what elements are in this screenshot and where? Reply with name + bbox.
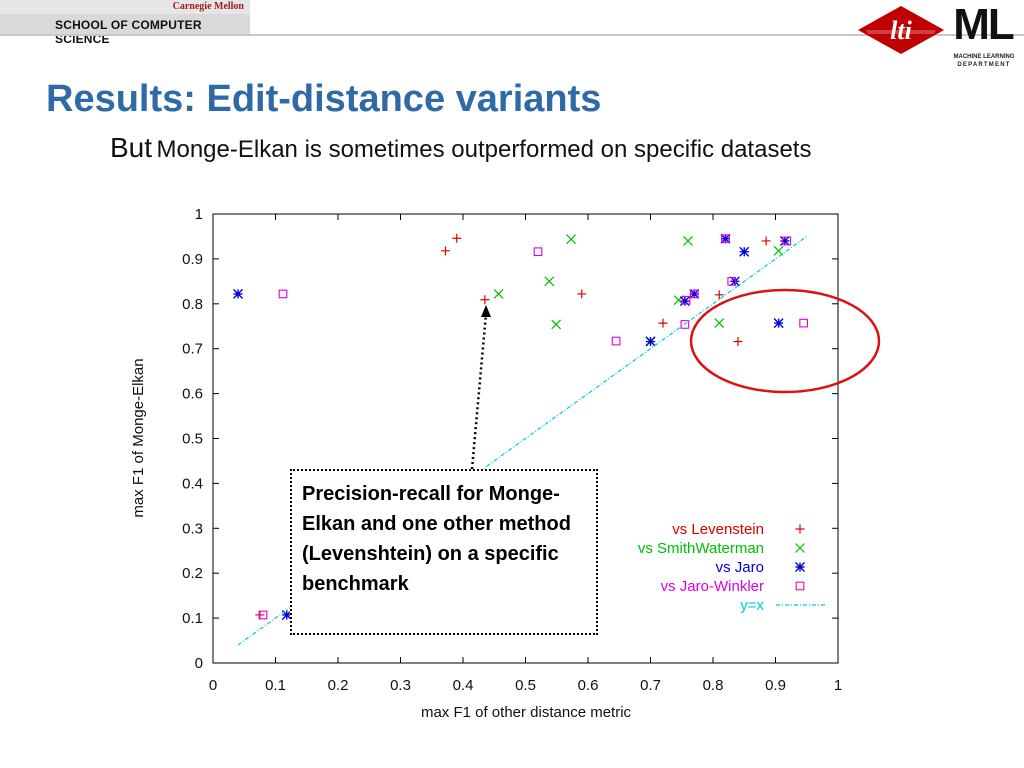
legend-swatch: [795, 562, 805, 572]
data-point-levenstein: [658, 318, 668, 328]
data-point-jarowinkler: [533, 247, 543, 257]
legend-label: vs Jaro: [716, 559, 764, 576]
subtitle-lead: But: [110, 132, 153, 163]
ml-logo-line1: MACHINE LEARNING: [953, 54, 1015, 60]
data-point-levenstein: [577, 289, 587, 299]
data-point-jarowinkler: [278, 289, 288, 299]
data-point-jaro: [729, 276, 740, 287]
data-point-smithwaterman: [493, 288, 504, 299]
data-point-smithwaterman: [714, 318, 725, 329]
callout-box: Precision-recall for Monge-Elkan and one…: [290, 469, 598, 635]
university-name: Carnegie Mellon: [172, 1, 244, 12]
y-axis-label: max F1 of Monge-Elkan: [130, 358, 147, 517]
legend-label: vs Levenstein: [672, 521, 764, 538]
series-jaro: [233, 233, 790, 620]
data-point-jarowinkler: [727, 276, 737, 286]
series-levenstein: [255, 233, 771, 620]
x-tick-label: 0.3: [390, 677, 411, 694]
data-point-jaro: [773, 318, 784, 329]
data-point-jaro: [779, 235, 790, 246]
y-tick-label: 0.1: [182, 610, 203, 627]
data-point-jarowinkler: [689, 289, 699, 299]
data-point-jaro: [739, 246, 750, 257]
legend-label: vs SmithWaterman: [638, 540, 764, 557]
y-tick-label: 0.8: [182, 296, 203, 313]
x-tick-label: 0.4: [453, 677, 474, 694]
data-point-jaro: [679, 296, 690, 307]
y-tick-label: 0: [195, 655, 203, 672]
cmu-header: Carnegie Mellon SCHOOL OF COMPUTER SCIEN…: [0, 0, 250, 46]
y-tick-label: 0.3: [182, 520, 203, 537]
data-point-smithwaterman: [566, 234, 577, 245]
data-point-smithwaterman: [551, 319, 562, 330]
legend-label: vs Jaro-Winkler: [661, 578, 764, 595]
x-tick-label: 0.7: [640, 677, 661, 694]
data-point-jaro: [645, 336, 656, 347]
data-point-smithwaterman: [683, 236, 693, 246]
x-axis-label: max F1 of other distance metric: [421, 704, 632, 721]
lti-logo: lti: [858, 6, 944, 54]
header-rule: [0, 34, 1024, 36]
y-tick-label: 0.6: [182, 386, 203, 403]
data-point-levenstein: [480, 295, 490, 305]
highlight-ellipse: [689, 288, 881, 394]
header-band-bottom: [0, 14, 250, 36]
data-point-jaro: [281, 609, 292, 620]
ml-logo: ML MACHINE LEARNING DEPARTMENT: [946, 0, 1020, 72]
chart-legend: vs Levenstein vs SmithWaterman vs Jaro vs J…: [638, 521, 826, 614]
lti-logo-text: lti: [890, 16, 912, 45]
chart-series: [233, 233, 808, 646]
callout-text: Precision-recall for Monge-Elkan and one…: [302, 483, 571, 595]
data-point-jarowinkler: [782, 236, 792, 246]
data-point-levenstein: [441, 246, 450, 256]
x-tick-label: 0.2: [328, 677, 349, 694]
data-point-smithwaterman: [544, 276, 555, 287]
y-tick-label: 0.5: [182, 431, 203, 448]
x-tick-label: 0.1: [265, 677, 286, 694]
y-tick-label: 0.9: [182, 251, 203, 268]
data-point-jaro: [689, 288, 700, 299]
legend-label: y=x: [740, 597, 764, 614]
slide-subtitle: But Monge-Elkan is sometimes outperforme…: [110, 132, 811, 164]
lti-logo-stripe: [866, 30, 936, 34]
data-point-jaro: [233, 288, 243, 299]
y-tick-label: 1: [195, 206, 203, 223]
header-band-top: [0, 0, 250, 14]
data-point-jarowinkler: [799, 318, 808, 328]
x-tick-label: 0: [209, 677, 217, 694]
x-tick-label: 0.9: [765, 677, 786, 694]
slide-title: Results: Edit-distance variants: [46, 78, 602, 120]
chart-axes: 0 0.1 0.2 0.3 0.4 0.5 0.6 0.7 0.8 0.9 1 0 0.1 0.2 0.3 0…: [182, 206, 842, 694]
series-jarowinkler: [258, 234, 808, 620]
legend-swatch: [795, 524, 805, 534]
x-tick-label: 0.6: [578, 677, 599, 694]
y-tick-label: 0.7: [182, 341, 203, 358]
lti-logo-diamond: [858, 6, 944, 54]
data-point-jarowinkler: [258, 610, 268, 620]
data-point-levenstein: [761, 236, 771, 246]
x-tick-label: 0.8: [703, 677, 724, 694]
x-tick-label: 0.5: [515, 677, 536, 694]
subtitle-rest: Monge-Elkan is sometimes outperformed on…: [156, 136, 812, 163]
ml-logo-line2: DEPARTMENT: [957, 62, 1011, 68]
y-tick-label: 0.2: [182, 565, 203, 582]
data-point-jarowinkler: [681, 295, 691, 305]
legend-swatch: [795, 543, 805, 553]
legend-swatch: [795, 581, 805, 591]
data-point-jarowinkler: [611, 336, 621, 346]
data-point-jarowinkler: [680, 320, 690, 329]
data-point-levenstein: [733, 337, 743, 347]
data-point-levenstein: [452, 233, 462, 243]
data-point-jarowinkler: [721, 234, 730, 244]
callout-arrow: [470, 313, 488, 470]
data-point-levenstein: [714, 290, 724, 300]
x-tick-label: 1: [834, 677, 842, 694]
ml-logo-text: ML: [953, 0, 1015, 49]
y-tick-label: 0.4: [182, 475, 203, 492]
data-point-jaro: [720, 233, 731, 244]
callout-arrowhead: [481, 305, 491, 317]
data-point-levenstein: [255, 610, 265, 620]
